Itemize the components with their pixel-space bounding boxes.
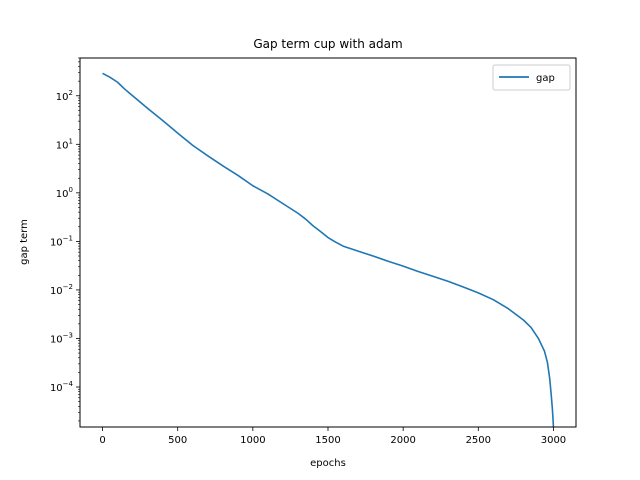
x-tick-label: 2500 [466,435,491,446]
chart-title: Gap term cup with adam [253,37,402,51]
y-tick-label: 101 [56,137,73,151]
plot-area [102,72,555,428]
x-tick-label: 2000 [390,435,415,446]
x-tick-label: 0 [99,435,105,446]
y-axis-title: gap term [19,219,30,265]
y-axis: 10−4 10−3 10−2 10−1 100 101 102 [50,57,80,422]
y-tick-label: 10−4 [50,380,74,394]
x-tick-label: 500 [168,435,187,446]
legend-label: gap [536,73,555,84]
series-line-gap [102,72,555,428]
x-axis: 0 500 1000 1500 2000 2500 3000 [99,427,566,446]
x-tick-label: 1500 [315,435,340,446]
y-tick-label: 100 [56,186,73,200]
legend: gap [492,64,571,91]
x-axis-title: epochs [310,458,346,469]
legend-box [492,64,571,91]
y-tick-label: 10−2 [50,283,73,297]
y-tick-label: 10−1 [50,234,73,248]
x-tick-label: 1000 [240,435,265,446]
y-tick-label: 102 [56,89,73,103]
y-tick-label: 10−3 [50,331,73,345]
x-tick-label: 3000 [541,435,566,446]
